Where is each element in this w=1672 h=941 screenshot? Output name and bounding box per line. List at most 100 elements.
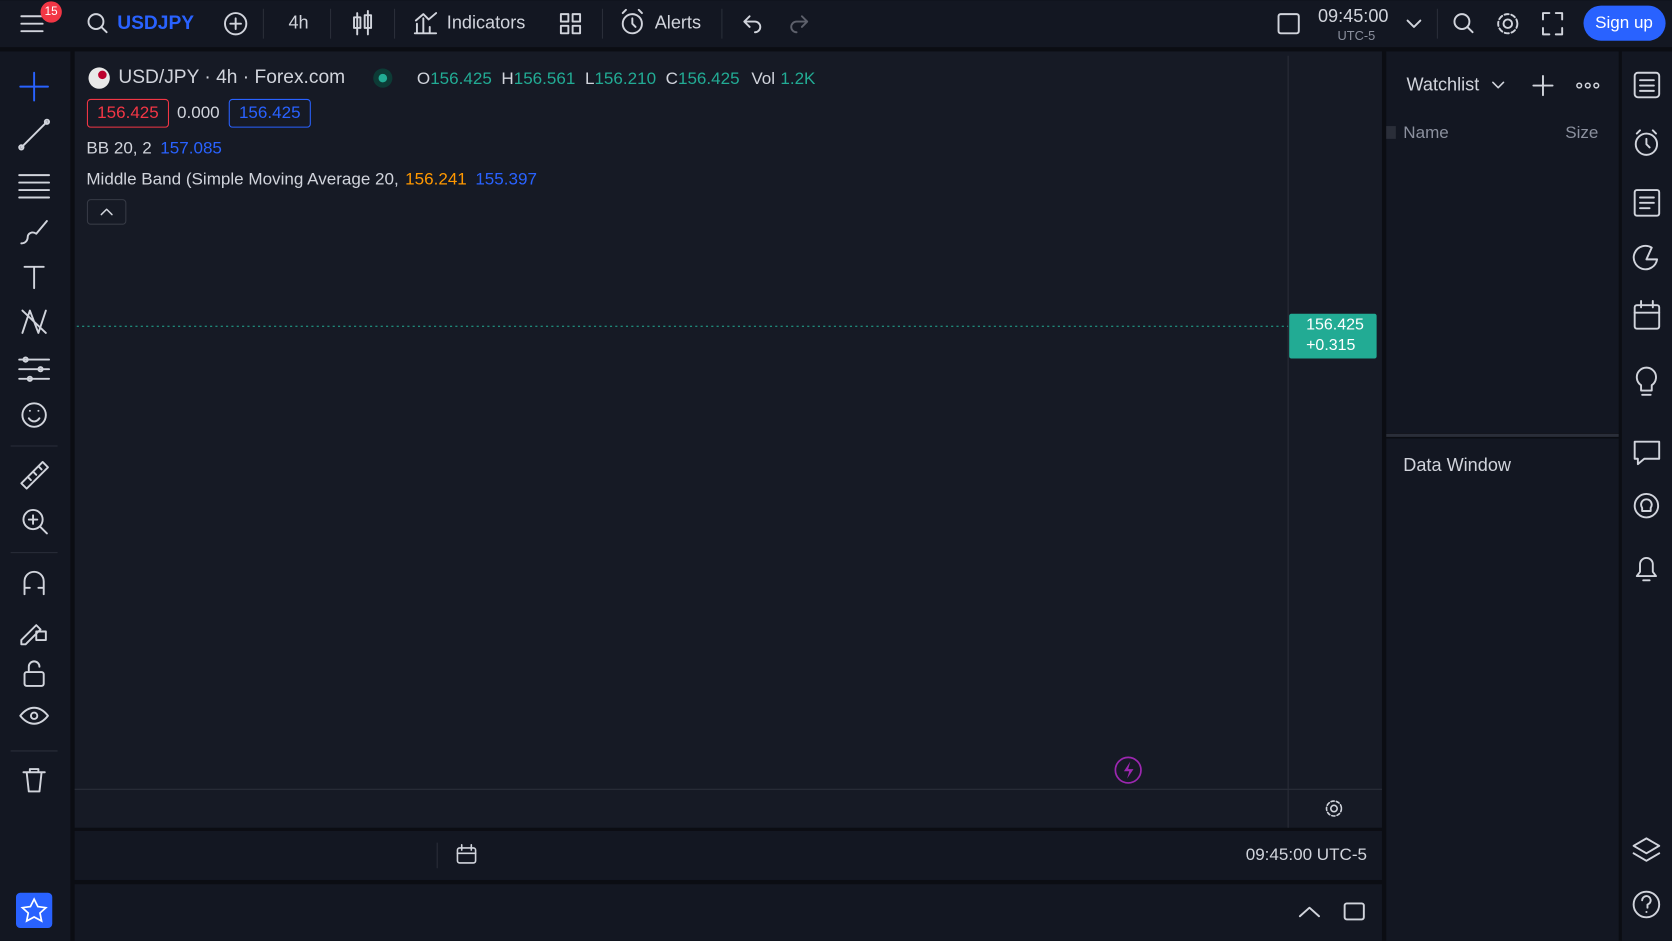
calendar-icon[interactable] <box>1633 299 1661 330</box>
signup-button[interactable] <box>1583 5 1666 41</box>
badge-count: 15 <box>45 5 59 18</box>
flag-icon <box>88 67 110 89</box>
collapse-panel[interactable] <box>1298 906 1321 918</box>
prediction-tool[interactable] <box>18 356 51 382</box>
fullscreen-button[interactable] <box>1542 12 1564 36</box>
middle-band-legend: Middle Band (Simple Moving Average 20, 15… <box>86 169 537 188</box>
streams-icon[interactable] <box>1633 492 1660 519</box>
ideas-icon[interactable] <box>1635 366 1657 396</box>
range-bar <box>74 830 1382 880</box>
chart-type-button[interactable] <box>353 9 373 36</box>
bid-price[interactable]: 156.425 <box>97 103 159 122</box>
menu-button[interactable] <box>20 15 44 33</box>
symbol[interactable]: USDJPY <box>117 13 194 34</box>
layers-icon[interactable] <box>1632 837 1661 862</box>
column-name: Name <box>1403 123 1448 142</box>
signup-label[interactable]: Sign up <box>1595 13 1653 32</box>
low-value: 156.210 <box>594 69 656 88</box>
news-icon[interactable] <box>1633 189 1661 217</box>
crosshair-tool[interactable] <box>19 71 49 102</box>
indicators-icon[interactable] <box>413 12 438 35</box>
watchlist-dropdown[interactable] <box>1492 81 1505 89</box>
flag-icon-sun <box>98 70 107 80</box>
collapse-icon <box>100 208 113 216</box>
help-icon[interactable] <box>1632 890 1661 919</box>
buy-box[interactable] <box>228 98 311 128</box>
magnet-tool[interactable] <box>23 570 45 596</box>
pattern-tool[interactable] <box>21 309 47 334</box>
clock-time: 09:45:00 <box>1318 6 1389 26</box>
watchlist-menu[interactable] <box>1576 82 1600 89</box>
hotlists-icon[interactable] <box>1632 244 1659 271</box>
zoom-tool[interactable] <box>22 508 48 535</box>
undo-button[interactable] <box>743 15 762 34</box>
sell-box[interactable] <box>86 98 170 128</box>
remove-tool[interactable] <box>22 768 46 793</box>
top-bar <box>0 0 1672 48</box>
badge <box>40 1 62 23</box>
ask-price[interactable]: 156.425 <box>239 103 301 122</box>
add-symbol[interactable] <box>1532 74 1554 97</box>
chat-icon[interactable] <box>1633 440 1661 466</box>
left-toolbar <box>0 51 71 941</box>
hide-tool[interactable] <box>19 706 49 725</box>
star-icon <box>20 897 48 923</box>
spread: 0.000 <box>177 103 220 122</box>
alerts-icon[interactable] <box>621 8 643 35</box>
interval[interactable]: 4h <box>288 12 308 32</box>
search-button[interactable] <box>1453 13 1474 34</box>
brush-tool[interactable] <box>20 220 48 245</box>
search-icon[interactable] <box>87 13 108 34</box>
maximize-panel[interactable] <box>1343 902 1365 921</box>
market-status-dot <box>378 73 388 83</box>
chart-panel <box>74 51 1382 828</box>
volume-label: Vol <box>751 69 775 88</box>
footer-time: 09:45:00 UTC-5 <box>1246 845 1367 864</box>
fib-tool[interactable] <box>18 174 51 199</box>
clock-dropdown[interactable] <box>1406 19 1422 28</box>
high-label: H <box>501 69 513 88</box>
bb-label: BB 20, 2 <box>86 138 151 157</box>
price-tag <box>1289 313 1377 359</box>
date-range-button[interactable] <box>456 843 477 864</box>
low-label: L <box>585 69 594 88</box>
watchlist-icon[interactable] <box>1633 71 1661 99</box>
open-label: O <box>417 69 430 88</box>
layout-button[interactable] <box>559 13 582 35</box>
indicators-button[interactable]: Indicators <box>447 12 526 32</box>
right-toolbar <box>1621 51 1672 941</box>
legend-title: USD/JPY · 4h · Forex.com <box>118 67 345 88</box>
legend-ohlc: O156.425 H156.561 L156.210 C156.425 Vol 1.2K <box>417 69 816 88</box>
collapse-legend[interactable] <box>86 199 127 225</box>
bb-value: 157.085 <box>160 138 222 157</box>
stay-drawing-tool[interactable] <box>20 624 47 646</box>
high-value: 156.561 <box>514 69 576 88</box>
watchlist-title[interactable]: Watchlist <box>1406 74 1479 94</box>
settings-button[interactable] <box>1497 13 1519 35</box>
trend-line-tool[interactable] <box>18 118 51 151</box>
compare-button[interactable] <box>224 12 248 36</box>
notifications-icon[interactable] <box>1635 556 1657 582</box>
measure-tool[interactable] <box>20 461 49 490</box>
snapshot-button[interactable] <box>1277 13 1300 35</box>
alerts-panel-icon[interactable] <box>1634 129 1659 156</box>
alerts-button[interactable]: Alerts <box>655 12 701 32</box>
middle-band-label: Middle Band (Simple Moving Average 20, <box>86 169 398 188</box>
lightning-button[interactable] <box>1114 756 1142 784</box>
open-value: 156.425 <box>430 69 492 88</box>
icon-tool[interactable] <box>21 402 47 428</box>
text-tool[interactable] <box>23 265 45 290</box>
lower-band-value: 155.397 <box>475 169 537 188</box>
close-value: 156.425 <box>678 69 740 88</box>
redo-button[interactable] <box>790 15 809 34</box>
watchlist-panel <box>1386 51 1619 434</box>
volume-value: 1.2K <box>780 69 816 88</box>
lock-tool[interactable] <box>23 660 45 687</box>
axis-settings[interactable] <box>1325 800 1343 817</box>
column-handle <box>1386 126 1396 139</box>
favorites-button[interactable] <box>15 892 53 928</box>
column-size: Size <box>1565 123 1598 142</box>
middle-band-value: 156.241 <box>405 169 467 188</box>
